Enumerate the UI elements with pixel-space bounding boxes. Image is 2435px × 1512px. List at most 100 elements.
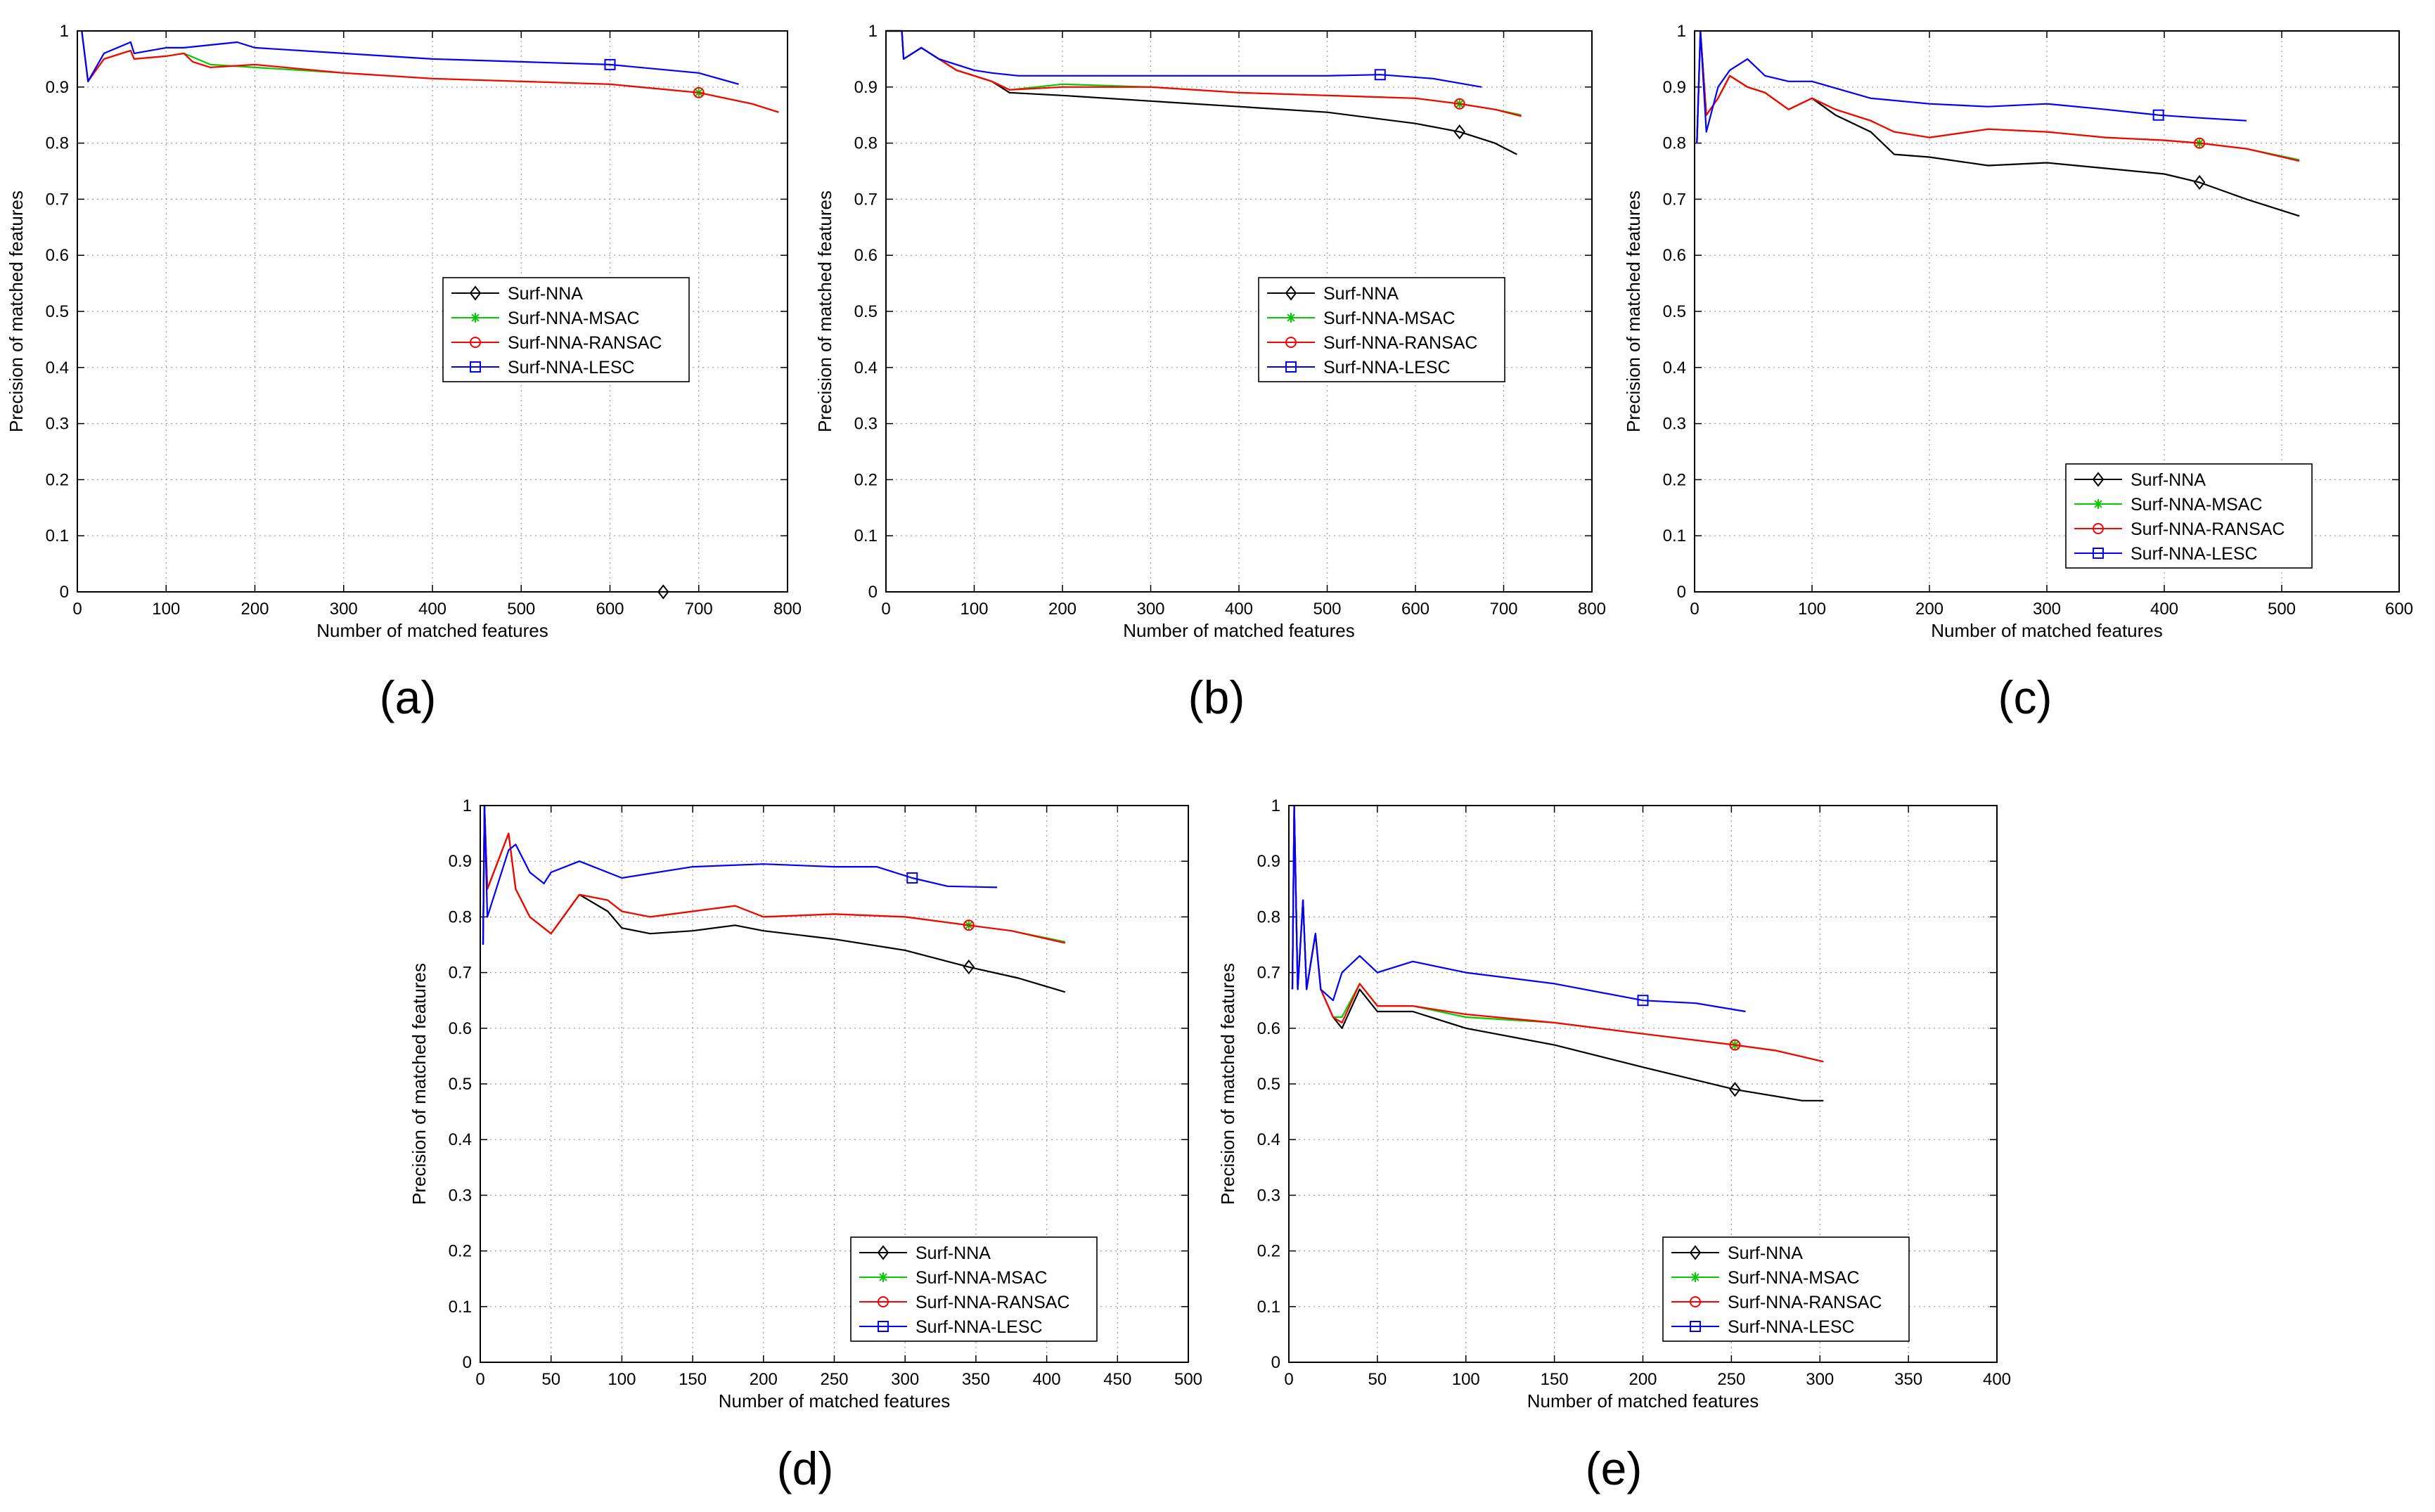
x-tick-label: 100: [608, 1370, 636, 1389]
x-tick-label: 600: [1401, 600, 1429, 619]
x-tick-label: 200: [1628, 1370, 1657, 1389]
series-marker: [693, 86, 705, 98]
legend-marker: [1690, 1272, 1700, 1282]
y-tick-label: 1: [60, 22, 69, 41]
plot-frame: [1694, 30, 2400, 593]
x-axis-label: Number of matched features: [1527, 1390, 1759, 1411]
series-line: [1291, 804, 1746, 1013]
series-surf-nna-ransac: [482, 804, 1066, 945]
y-tick-label: 0: [1677, 583, 1686, 602]
x-tick-label: 400: [1983, 1370, 2011, 1389]
legend-entry: Surf-NNA-LESC: [1323, 358, 1451, 377]
y-tick-label: 0.9: [1663, 78, 1686, 97]
y-tick-label: 0.8: [46, 134, 69, 153]
y-tick-label: 0.3: [1663, 415, 1686, 434]
y-tick-label: 0.2: [1663, 470, 1686, 489]
legend-entry: Surf-NNA-RANSAC: [1728, 1293, 1882, 1312]
chart-1: 0 100 200 300 400 500 600 700 800 0 0.1 0.2 0.3 0.4 0.…: [6, 22, 802, 641]
y-tick-label: 0.1: [1663, 526, 1686, 545]
x-tick-label: 500: [507, 600, 535, 619]
series-surf-nna-ransac: [81, 30, 779, 113]
chart-4: 0 50 100 150 200 250 300 350 400 450 500 0 0.1 0.2 0.3…: [409, 796, 1202, 1411]
y-tick-label: 0.8: [1257, 907, 1280, 926]
series-surf-nna-lesc: [482, 804, 998, 945]
y-tick-label: 0.5: [1257, 1075, 1280, 1094]
y-tick-label: 1: [1271, 796, 1280, 815]
x-tick-label: 500: [1174, 1370, 1202, 1389]
panel-label: (e): [1586, 1442, 1643, 1494]
legend-marker: [878, 1272, 888, 1282]
legend-box: [2065, 463, 2313, 569]
x-tick-label: 0: [72, 600, 82, 619]
y-tick-label: 0.5: [1663, 302, 1686, 321]
x-tick-label: 100: [152, 600, 180, 619]
plot-frame: [480, 805, 1189, 1363]
y-tick-label: 0.5: [449, 1075, 472, 1094]
series-marker: [906, 872, 918, 884]
panel-label: (d): [777, 1442, 834, 1494]
legend: Surf-NNA Surf-NNA-MSAC Surf-NNA-RANSAC Surf…: [442, 277, 690, 382]
series-line: [81, 30, 779, 113]
legend-entry: Surf-NNA-RANSAC: [508, 333, 662, 353]
x-tick-label: 300: [891, 1370, 919, 1389]
series-marker: [657, 584, 669, 600]
legend-box: [442, 277, 690, 382]
x-tick-label: 700: [685, 600, 713, 619]
y-tick-label: 0.5: [46, 302, 69, 321]
legend: Surf-NNA Surf-NNA-MSAC Surf-NNA-RANSAC Surf…: [2065, 463, 2313, 569]
x-tick-label: 0: [1284, 1370, 1293, 1389]
legend-entry: Surf-NNA: [508, 284, 583, 304]
series-marker: [2152, 109, 2164, 121]
legend-entry: Surf-NNA: [2131, 470, 2206, 490]
legend-marker: [878, 1321, 889, 1332]
y-tick-label: 0.6: [1257, 1019, 1280, 1038]
legend-entry: Surf-NNA-LESC: [2131, 544, 2258, 564]
y-tick-label: 0.2: [449, 1242, 472, 1261]
y-tick-label: 0.7: [1257, 964, 1280, 983]
legend-marker: [2093, 499, 2103, 509]
y-tick-label: 0.8: [449, 907, 472, 926]
plot-frame: [77, 30, 788, 593]
x-tick-label: 350: [962, 1370, 990, 1389]
y-tick-label: 1: [463, 796, 472, 815]
legend-entry: Surf-NNA-MSAC: [2131, 495, 2263, 515]
y-axis-label: Precision of matched features: [6, 190, 27, 432]
x-tick-label: 200: [1048, 600, 1077, 619]
y-axis-label: Precision of matched features: [409, 963, 430, 1205]
x-tick-label: 300: [1136, 600, 1164, 619]
x-tick-label: 300: [330, 600, 358, 619]
x-tick-label: 600: [2385, 600, 2413, 619]
series-marker: [1453, 98, 1465, 110]
y-tick-label: 0.4: [1257, 1130, 1280, 1149]
y-tick-label: 0.4: [854, 358, 878, 377]
chart-2: 0 100 200 300 400 500 600 700 800 0 0.1 0.2 0.3 0.4 0.…: [814, 22, 1606, 641]
legend-entry: Surf-NNA-RANSAC: [915, 1293, 1069, 1312]
series-surf-nna-lesc: [1291, 804, 1746, 1013]
legend: Surf-NNA Surf-NNA-MSAC Surf-NNA-RANSAC Surf…: [1662, 1236, 1910, 1342]
x-tick-label: 500: [2268, 600, 2296, 619]
series-line: [1696, 30, 2247, 143]
y-tick-label: 0.7: [1663, 190, 1686, 209]
y-tick-label: 0.3: [854, 415, 878, 434]
y-tick-label: 0: [60, 583, 69, 602]
legend-entry: Surf-NNA: [1728, 1243, 1803, 1263]
y-tick-label: 0.1: [449, 1298, 472, 1317]
x-tick-label: 200: [1915, 600, 1943, 619]
legend-entry: Surf-NNA: [1323, 284, 1399, 304]
legend-marker: [469, 285, 482, 301]
series-marker: [1453, 124, 1466, 140]
panel-label: (a): [380, 671, 437, 723]
y-tick-label: 0.3: [46, 415, 69, 434]
panel-label: (c): [1998, 671, 2052, 723]
y-tick-label: 0.6: [854, 246, 878, 265]
x-axis-label: Number of matched features: [316, 620, 548, 641]
x-tick-label: 400: [418, 600, 446, 619]
x-tick-label: 150: [679, 1370, 707, 1389]
x-tick-label: 450: [1103, 1370, 1131, 1389]
x-tick-label: 400: [1033, 1370, 1061, 1389]
series-marker: [1637, 995, 1649, 1007]
y-tick-label: 0.7: [449, 964, 472, 983]
series-marker: [604, 58, 616, 70]
legend-marker: [470, 337, 481, 348]
x-tick-label: 600: [596, 600, 624, 619]
